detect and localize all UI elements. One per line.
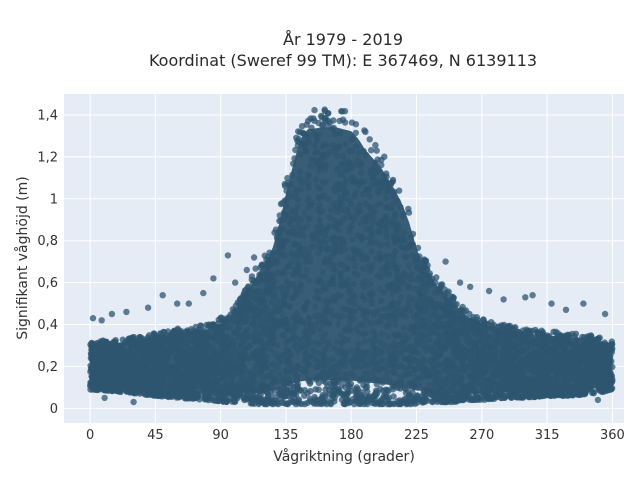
data-point [385, 394, 392, 401]
data-point [331, 398, 338, 405]
data-point [253, 393, 260, 401]
data-point [324, 110, 332, 117]
data-point [280, 393, 287, 400]
data-point [505, 324, 512, 331]
data-point [318, 112, 325, 120]
data-point [403, 398, 411, 406]
data-point [418, 393, 425, 400]
data-point [361, 127, 368, 134]
data-point [381, 153, 388, 160]
data-point [372, 141, 379, 149]
data-point [292, 400, 300, 408]
data-point [304, 117, 312, 125]
data-point [480, 316, 487, 323]
data-point [319, 122, 326, 129]
data-point [293, 383, 300, 390]
data-point [558, 391, 565, 398]
data-point [439, 395, 446, 402]
data-point [298, 123, 306, 130]
data-point [284, 174, 291, 182]
data-point [390, 393, 397, 400]
data-point [115, 388, 122, 395]
data-point [373, 387, 380, 394]
data-point [290, 394, 298, 402]
data-point [342, 397, 349, 404]
data-point [368, 147, 375, 154]
data-point [590, 388, 597, 395]
data-point [419, 399, 426, 406]
data-point [347, 387, 355, 395]
chart-title: År 1979 - 2019 [283, 30, 403, 49]
data-point [164, 328, 172, 335]
data-point [255, 400, 262, 408]
data-point [102, 387, 109, 394]
data-point [376, 400, 383, 408]
data-point [336, 117, 343, 125]
data-point [311, 393, 318, 401]
data-point [534, 329, 541, 336]
data-point [322, 392, 329, 399]
data-point [569, 330, 576, 338]
data-point [338, 382, 345, 389]
data-point [472, 396, 479, 404]
data-point [321, 399, 328, 407]
data-point [395, 400, 402, 408]
data-point [373, 147, 380, 154]
data-point [390, 400, 397, 407]
data-point [439, 281, 446, 288]
data-point [130, 334, 138, 341]
data-point [326, 387, 333, 394]
data-point [281, 180, 289, 188]
data-point [151, 392, 158, 399]
data-point [473, 314, 480, 321]
data-point [569, 392, 576, 399]
chart-subtitle: Koordinat (Sweref 99 TM): E 367469, N 61… [149, 51, 537, 70]
data-point [312, 386, 319, 393]
data-point [433, 274, 440, 281]
data-point [395, 187, 403, 194]
data-point [347, 380, 355, 388]
data-point [336, 388, 343, 395]
data-point [406, 392, 414, 399]
data-point [304, 399, 311, 407]
data-point [366, 136, 373, 143]
data-point [405, 209, 413, 216]
data-point [144, 390, 152, 397]
data-point [311, 117, 318, 125]
data-point [311, 106, 318, 114]
data-point [192, 323, 199, 331]
data-point [261, 252, 268, 259]
data-point [298, 400, 305, 408]
data-point [232, 393, 239, 401]
data-point [358, 389, 365, 396]
data-point [529, 327, 536, 335]
data-point [325, 117, 332, 125]
data-point [379, 395, 386, 403]
data-point [307, 387, 314, 395]
data-point [582, 388, 589, 395]
data-point [353, 384, 361, 391]
data-point [330, 117, 337, 124]
data-point [389, 176, 397, 184]
data-point [252, 265, 259, 272]
data-point [248, 273, 256, 280]
data-point [341, 108, 349, 115]
data-points [87, 106, 616, 408]
data-point [368, 396, 375, 404]
data-point [362, 384, 369, 392]
data-point [563, 392, 570, 399]
data-point [330, 379, 337, 387]
